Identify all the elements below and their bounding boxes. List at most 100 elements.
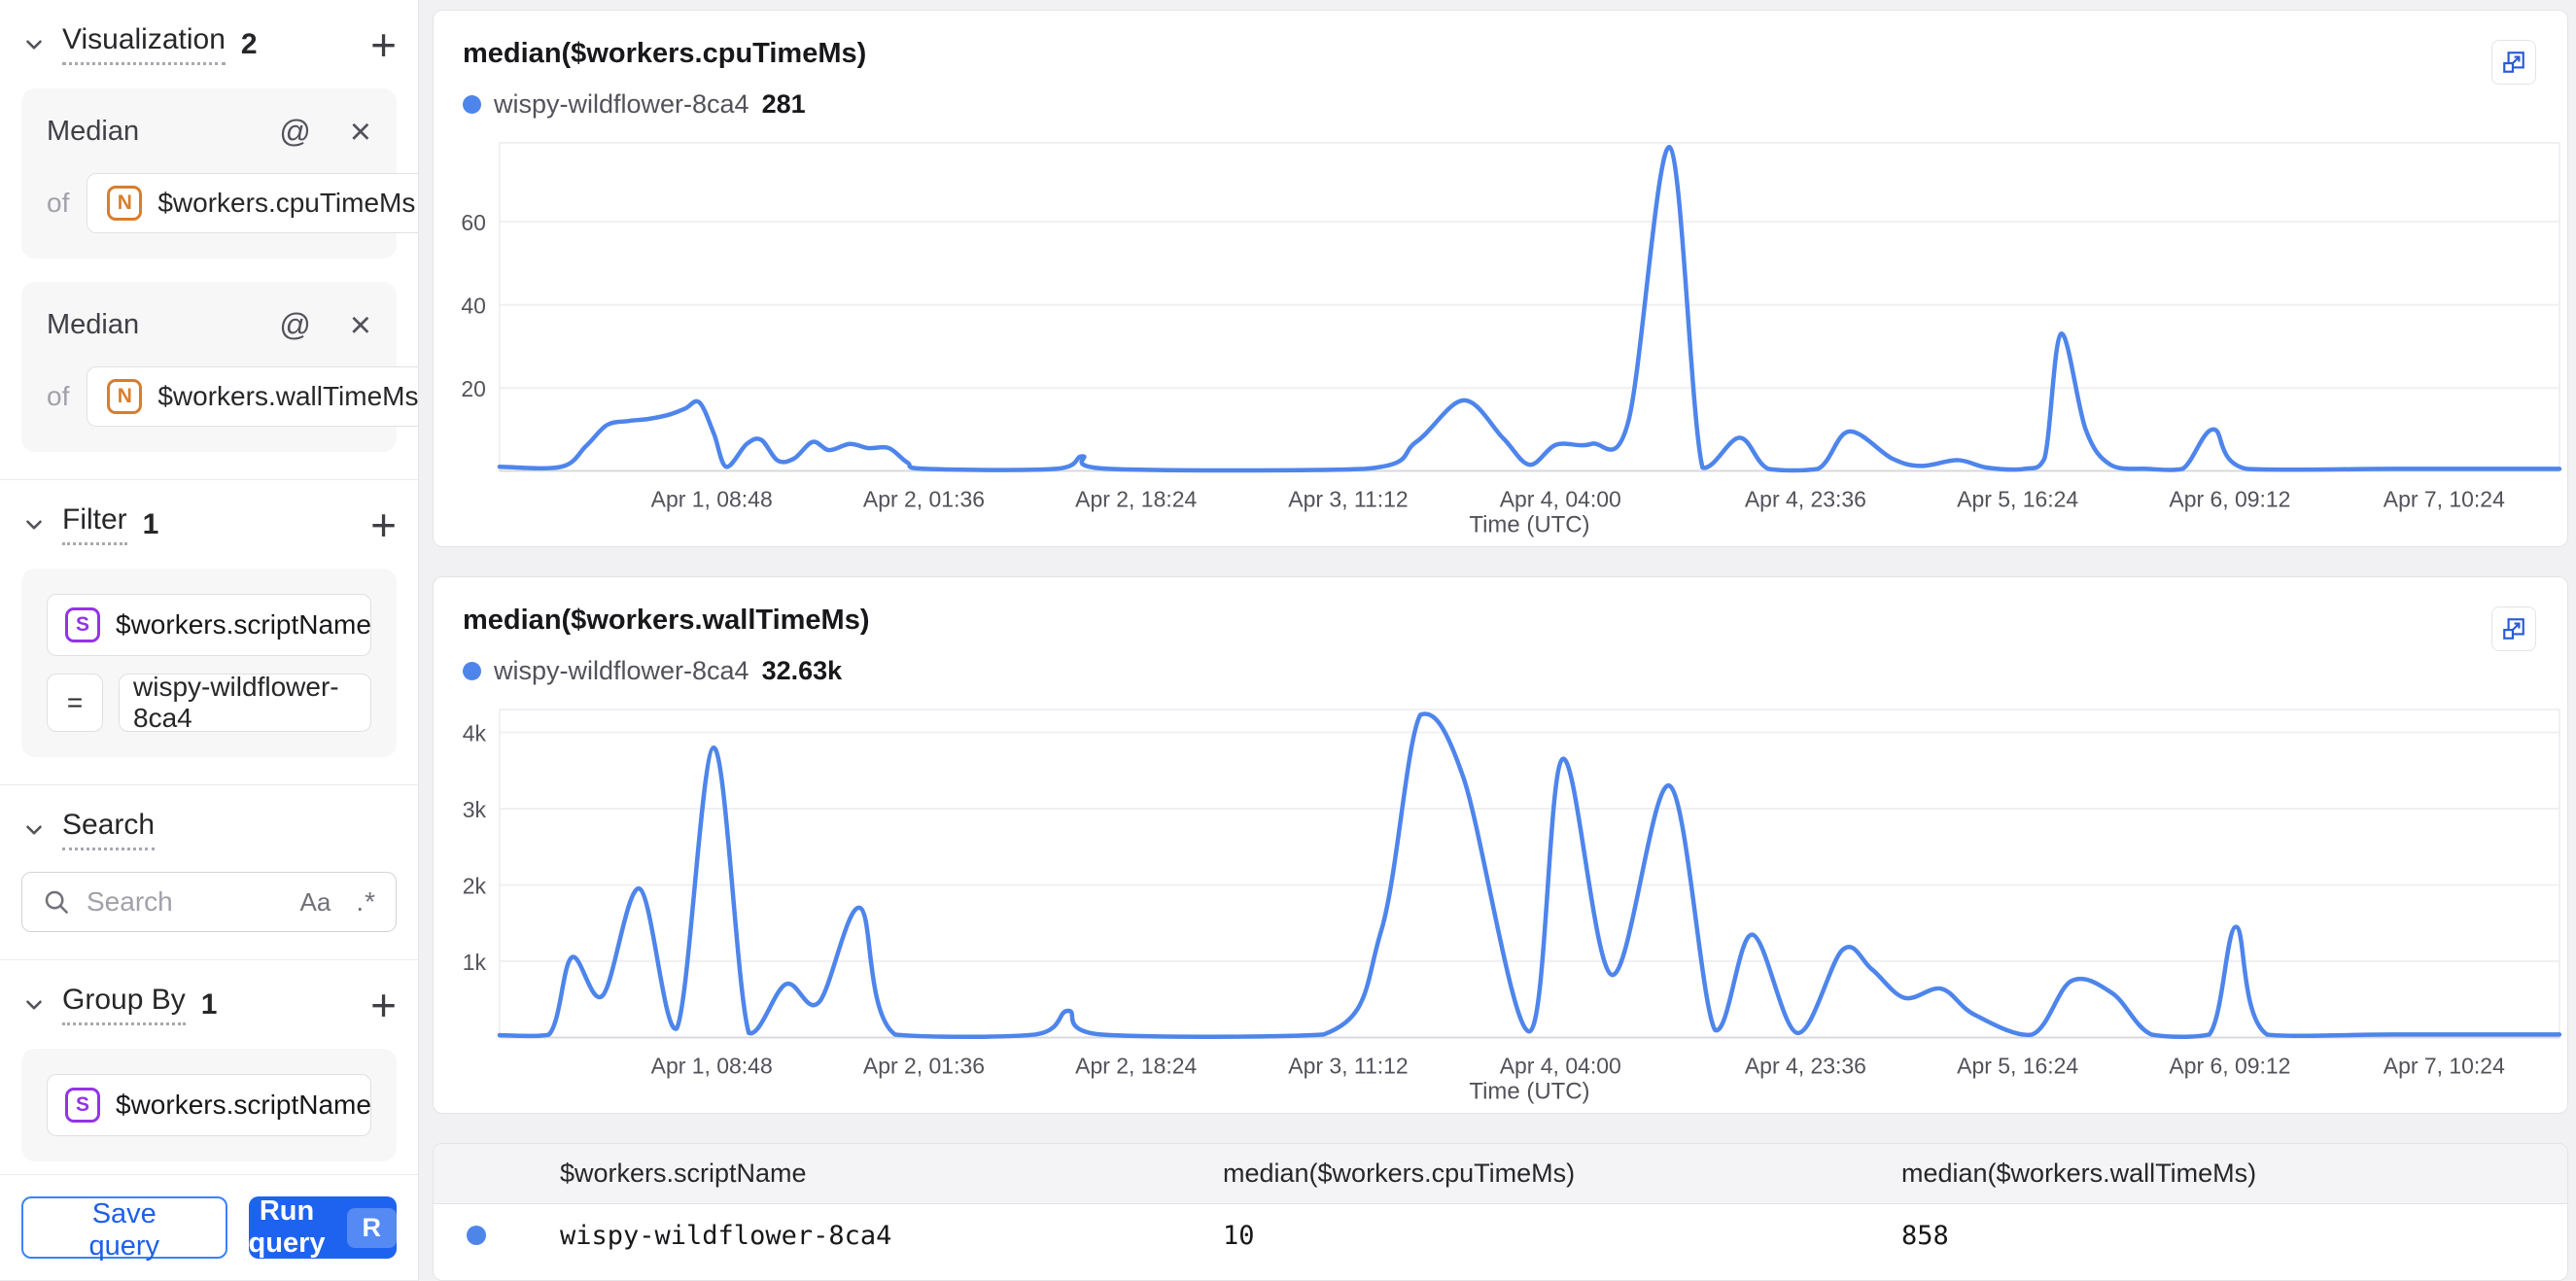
- at-icon[interactable]: @: [279, 114, 311, 149]
- filter-value-select[interactable]: wispy-wildflower-8ca4: [119, 672, 371, 733]
- y-tick-label: 1k: [463, 950, 487, 975]
- filter-count: 1: [142, 507, 159, 540]
- x-axis-title: Time (UTC): [1469, 511, 1589, 537]
- field-chip-label: $workers.wallTimeMs: [157, 381, 418, 411]
- visualization-card: Median @ × of N $workers.cpuTimeMs: [21, 88, 418, 259]
- legend-series-name: wispy-wildflower-8ca4: [494, 89, 749, 119]
- expand-icon: [2503, 618, 2524, 640]
- group-by-field[interactable]: S $workers.scriptName: [48, 1075, 371, 1135]
- legend-series-value: 281: [761, 89, 806, 119]
- divider: [0, 479, 418, 480]
- chart-line: [497, 711, 2562, 1039]
- table-header-wall-time[interactable]: median($workers.wallTimeMs): [1901, 1159, 2257, 1188]
- field-chip-label: $workers.cpuTimeMs: [157, 188, 416, 218]
- aggregation-function[interactable]: Median: [47, 309, 140, 340]
- y-tick-label: 60: [461, 210, 486, 235]
- regex-icon[interactable]: .*: [356, 886, 376, 917]
- visualization-card: Median @ × of N $workers.wallTimeMs: [21, 282, 418, 452]
- chevron-down-icon[interactable]: [21, 32, 47, 57]
- add-visualization-button[interactable]: +: [370, 18, 397, 70]
- chart-card-wall-time: median($workers.wallTimeMs) wispy-wildfl…: [433, 576, 2568, 1114]
- section-search-header: Search: [21, 809, 397, 850]
- field-chip[interactable]: N $workers.wallTimeMs: [87, 366, 418, 427]
- save-query-button[interactable]: Save query: [21, 1196, 227, 1262]
- x-tick-label: Apr 4, 04:00: [1500, 1053, 1621, 1078]
- chart-legend[interactable]: wispy-wildflower-8ca4 32.63k: [463, 656, 2567, 686]
- expand-icon: [2503, 52, 2524, 73]
- y-tick-label: 3k: [463, 797, 487, 822]
- field-type-number-icon: N: [107, 186, 143, 221]
- run-query-button[interactable]: Run query R: [248, 1195, 397, 1259]
- x-axis-title: Time (UTC): [1469, 1078, 1589, 1104]
- field-type-number-icon: N: [107, 379, 143, 414]
- section-group-by: Group By 1 + S $workers.scriptName ×: [0, 960, 418, 1174]
- chevron-down-icon[interactable]: [21, 512, 47, 537]
- search-input[interactable]: [87, 886, 285, 917]
- filter-card: S $workers.scriptName × = wispy-wildflow…: [21, 569, 397, 757]
- chart-plot-area[interactable]: 1k 2k 3k 4k Apr 1, 08:48 Apr 2, 01:36 Apr 2, 1…: [437, 704, 2563, 1105]
- visualization-of-row: of N $workers.cpuTimeMs: [47, 173, 418, 233]
- field-chip[interactable]: N $workers.cpuTimeMs: [87, 173, 418, 233]
- chart-title: median($workers.wallTimeMs): [463, 605, 870, 636]
- table-header-script-name[interactable]: $workers.scriptName: [560, 1159, 807, 1188]
- visualization-card-header: Median @ ×: [47, 111, 371, 153]
- filter-operator-select[interactable]: =: [47, 674, 103, 732]
- section-group-by-label[interactable]: Group By: [62, 984, 186, 1025]
- section-filter-header: Filter 1 +: [21, 499, 397, 550]
- close-icon[interactable]: ×: [349, 304, 371, 346]
- filter-field[interactable]: S $workers.scriptName: [48, 595, 371, 655]
- table-cell-wall-time: 858: [1901, 1220, 1949, 1251]
- y-tick-label: 4k: [463, 721, 487, 746]
- x-tick-label: Apr 7, 10:24: [2384, 1053, 2505, 1078]
- table-cell-script-name: wispy-wildflower-8ca4: [560, 1220, 892, 1251]
- series-color-dot: [467, 1226, 486, 1245]
- chart-canvas: 1k 2k 3k 4k Apr 1, 08:48 Apr 2, 01:36 Apr 2, 1…: [463, 709, 2562, 1104]
- x-tick-label: Apr 6, 09:12: [2169, 1053, 2290, 1078]
- run-query-label: Run query: [248, 1195, 326, 1259]
- x-tick-label: Apr 3, 11:12: [1288, 486, 1408, 511]
- expand-chart-button[interactable]: [2491, 40, 2536, 85]
- visualization-count: 2: [240, 27, 258, 60]
- x-tick-label: Apr 4, 23:36: [1745, 1053, 1866, 1078]
- at-icon[interactable]: @: [279, 307, 311, 342]
- visualization-card-header: Median @ ×: [47, 304, 371, 346]
- section-search-label[interactable]: Search: [62, 809, 156, 850]
- expand-chart-button[interactable]: [2491, 606, 2536, 651]
- legend-series-value: 32.63k: [761, 656, 843, 685]
- filter-field-row: S $workers.scriptName ×: [47, 594, 371, 656]
- results-panel: median($workers.cpuTimeMs) wispy-wildflo…: [419, 0, 2576, 1281]
- filter-field-label: $workers.scriptName: [116, 609, 371, 640]
- section-visualization: Visualization 2 + Median @ × of N $work: [0, 0, 418, 479]
- field-type-string-icon: S: [65, 1088, 100, 1123]
- x-tick-label: Apr 2, 01:36: [863, 486, 985, 511]
- table-row-dot-cell: [434, 1226, 560, 1245]
- x-tick-label: Apr 6, 09:12: [2169, 486, 2290, 511]
- chart-legend[interactable]: wispy-wildflower-8ca4 281: [463, 89, 2567, 120]
- section-visualization-header: Visualization 2 +: [21, 18, 397, 70]
- x-tick-label: Apr 5, 16:24: [1957, 1053, 2078, 1078]
- group-by-field-label: $workers.scriptName: [116, 1090, 371, 1120]
- table-header-cpu-time[interactable]: median($workers.cpuTimeMs): [1223, 1159, 1576, 1188]
- match-case-icon[interactable]: Aa: [299, 886, 331, 917]
- chevron-down-icon[interactable]: [21, 992, 47, 1018]
- filter-operator-row: = wispy-wildflower-8ca4: [47, 672, 371, 733]
- table-cell-cpu-time: 10: [1223, 1220, 1255, 1251]
- chart-plot-area[interactable]: 20 40 60 Apr 1, 08:48 Apr 2, 01:36 Apr 2, 18:…: [437, 137, 2563, 538]
- add-filter-button[interactable]: +: [370, 499, 397, 550]
- section-filter-label[interactable]: Filter: [62, 503, 127, 545]
- table-row[interactable]: wispy-wildflower-8ca4 10 858: [434, 1204, 2567, 1266]
- divider: [0, 784, 418, 785]
- close-icon[interactable]: ×: [349, 111, 371, 153]
- y-tick-label: 20: [461, 376, 486, 401]
- section-visualization-label[interactable]: Visualization: [62, 23, 226, 65]
- aggregation-function[interactable]: Median: [47, 116, 140, 147]
- add-group-by-button[interactable]: +: [370, 979, 397, 1030]
- x-tick-label: Apr 2, 18:24: [1075, 486, 1197, 511]
- x-tick-label: Apr 5, 16:24: [1957, 486, 2078, 511]
- chevron-down-icon[interactable]: [21, 817, 47, 843]
- x-tick-label: Apr 2, 18:24: [1075, 1053, 1197, 1078]
- legend-series-name: wispy-wildflower-8ca4: [494, 656, 749, 685]
- group-by-card: S $workers.scriptName ×: [21, 1049, 397, 1161]
- search-icon: [45, 890, 68, 914]
